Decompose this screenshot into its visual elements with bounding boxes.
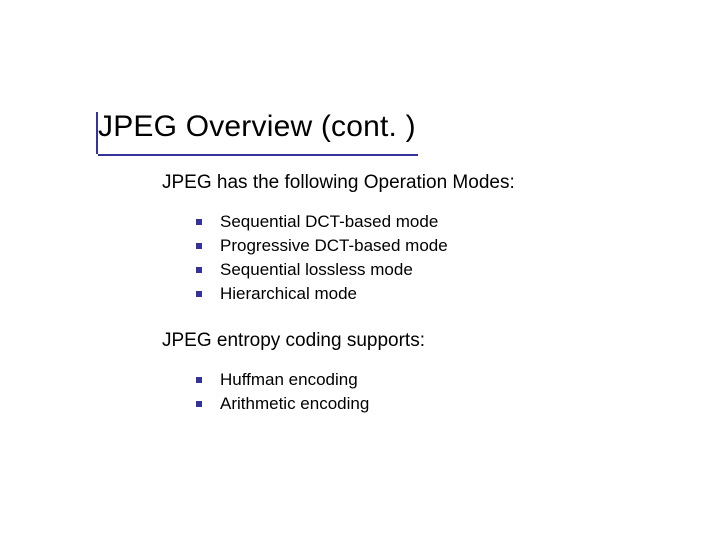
list-item-label: Sequential lossless mode [220,260,413,280]
title-rule [98,154,418,156]
section-2-list: Huffman encoding Arithmetic encoding [196,368,369,416]
list-item: Sequential DCT-based mode [196,210,448,234]
section-1-heading: JPEG has the following Operation Modes: [162,172,515,194]
square-bullet-icon [196,243,202,249]
square-bullet-icon [196,291,202,297]
section-2-heading: JPEG entropy coding supports: [162,330,425,352]
list-item: Huffman encoding [196,368,369,392]
list-item-label: Hierarchical mode [220,284,357,304]
list-item-label: Huffman encoding [220,370,358,390]
list-item-label: Progressive DCT-based mode [220,236,448,256]
slide: JPEG Overview (cont. ) JPEG has the foll… [0,0,720,540]
list-item: Progressive DCT-based mode [196,234,448,258]
square-bullet-icon [196,267,202,273]
square-bullet-icon [196,377,202,383]
list-item: Arithmetic encoding [196,392,369,416]
section-1-list: Sequential DCT-based mode Progressive DC… [196,210,448,306]
list-item-label: Arithmetic encoding [220,394,369,414]
list-item-label: Sequential DCT-based mode [220,212,438,232]
list-item: Hierarchical mode [196,282,448,306]
square-bullet-icon [196,219,202,225]
square-bullet-icon [196,401,202,407]
slide-title: JPEG Overview (cont. ) [98,110,416,144]
list-item: Sequential lossless mode [196,258,448,282]
